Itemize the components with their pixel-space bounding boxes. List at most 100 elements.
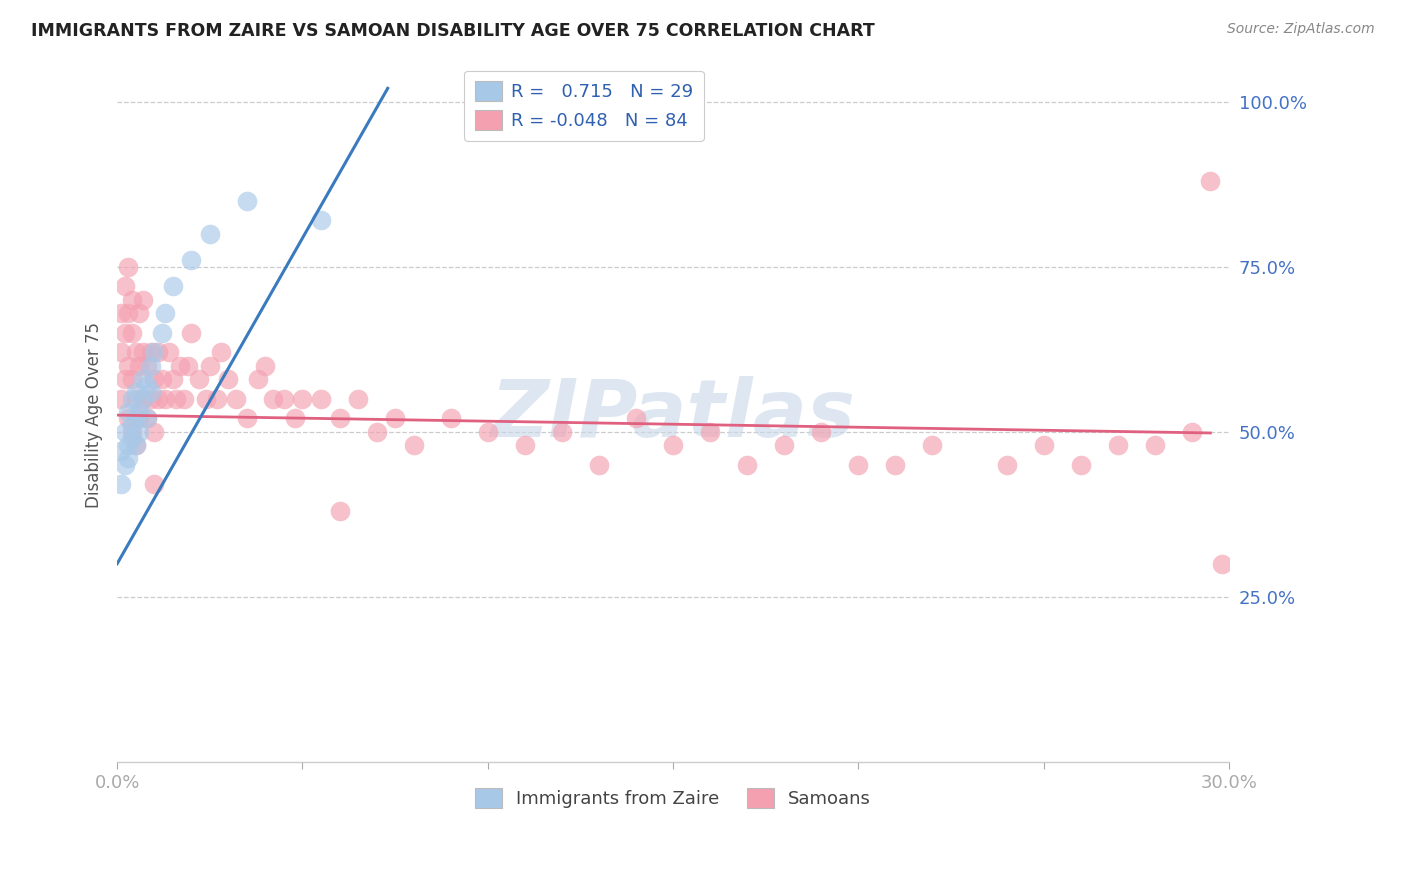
Point bbox=[217, 372, 239, 386]
Point bbox=[125, 345, 148, 359]
Point bbox=[284, 411, 307, 425]
Point bbox=[125, 385, 148, 400]
Point bbox=[139, 359, 162, 373]
Point bbox=[121, 392, 143, 406]
Point bbox=[139, 345, 162, 359]
Point bbox=[135, 411, 157, 425]
Point bbox=[125, 438, 148, 452]
Point bbox=[347, 392, 370, 406]
Point bbox=[132, 345, 155, 359]
Point bbox=[157, 345, 180, 359]
Point bbox=[180, 252, 202, 267]
Point bbox=[128, 425, 150, 439]
Point bbox=[588, 458, 610, 472]
Point bbox=[198, 227, 221, 241]
Point bbox=[117, 306, 139, 320]
Point bbox=[114, 279, 136, 293]
Point bbox=[128, 411, 150, 425]
Point bbox=[225, 392, 247, 406]
Point bbox=[114, 326, 136, 340]
Point bbox=[150, 372, 173, 386]
Point bbox=[180, 326, 202, 340]
Point bbox=[146, 345, 169, 359]
Point bbox=[513, 438, 536, 452]
Point bbox=[328, 411, 350, 425]
Point bbox=[114, 425, 136, 439]
Point bbox=[121, 418, 143, 433]
Point bbox=[1181, 425, 1204, 439]
Point bbox=[121, 372, 143, 386]
Point bbox=[121, 326, 143, 340]
Y-axis label: Disability Age Over 75: Disability Age Over 75 bbox=[86, 322, 103, 508]
Point bbox=[662, 438, 685, 452]
Point bbox=[187, 372, 209, 386]
Point bbox=[117, 405, 139, 419]
Point bbox=[128, 359, 150, 373]
Point bbox=[551, 425, 574, 439]
Point bbox=[121, 431, 143, 445]
Point bbox=[155, 306, 177, 320]
Point bbox=[162, 279, 184, 293]
Point bbox=[114, 458, 136, 472]
Point bbox=[143, 425, 166, 439]
Point bbox=[117, 260, 139, 274]
Point bbox=[121, 425, 143, 439]
Point bbox=[884, 458, 907, 472]
Point bbox=[384, 411, 406, 425]
Point bbox=[128, 306, 150, 320]
Point bbox=[125, 392, 148, 406]
Point bbox=[135, 378, 157, 392]
Point bbox=[209, 345, 232, 359]
Point bbox=[132, 293, 155, 307]
Point bbox=[477, 425, 499, 439]
Point bbox=[117, 411, 139, 425]
Point bbox=[207, 392, 229, 406]
Point bbox=[139, 392, 162, 406]
Point bbox=[440, 411, 463, 425]
Point bbox=[110, 477, 132, 491]
Point bbox=[699, 425, 721, 439]
Point bbox=[1211, 557, 1233, 571]
Point bbox=[309, 213, 332, 227]
Point bbox=[328, 504, 350, 518]
Point bbox=[125, 438, 148, 452]
Legend: Immigrants from Zaire, Samoans: Immigrants from Zaire, Samoans bbox=[468, 780, 879, 815]
Text: ZIPatlas: ZIPatlas bbox=[491, 376, 856, 454]
Point bbox=[125, 411, 148, 425]
Point bbox=[135, 411, 157, 425]
Point bbox=[291, 392, 314, 406]
Point bbox=[262, 392, 284, 406]
Point bbox=[139, 385, 162, 400]
Point bbox=[110, 392, 132, 406]
Point bbox=[173, 392, 195, 406]
Point bbox=[143, 345, 166, 359]
Point bbox=[143, 372, 166, 386]
Point bbox=[117, 451, 139, 466]
Point bbox=[846, 458, 869, 472]
Point bbox=[166, 392, 188, 406]
Point bbox=[995, 458, 1018, 472]
Point bbox=[110, 345, 132, 359]
Point bbox=[121, 293, 143, 307]
Point bbox=[117, 359, 139, 373]
Point bbox=[921, 438, 943, 452]
Point bbox=[309, 392, 332, 406]
Point bbox=[150, 326, 173, 340]
Point bbox=[128, 405, 150, 419]
Point bbox=[236, 194, 259, 208]
Text: Source: ZipAtlas.com: Source: ZipAtlas.com bbox=[1227, 22, 1375, 37]
Point bbox=[810, 425, 832, 439]
Point bbox=[169, 359, 191, 373]
Point bbox=[110, 306, 132, 320]
Point bbox=[155, 392, 177, 406]
Point bbox=[273, 392, 295, 406]
Point bbox=[1107, 438, 1129, 452]
Point bbox=[1032, 438, 1054, 452]
Point bbox=[132, 392, 155, 406]
Point bbox=[146, 392, 169, 406]
Point bbox=[132, 372, 155, 386]
Point bbox=[198, 359, 221, 373]
Point bbox=[110, 444, 132, 458]
Point bbox=[1143, 438, 1166, 452]
Point bbox=[247, 372, 270, 386]
